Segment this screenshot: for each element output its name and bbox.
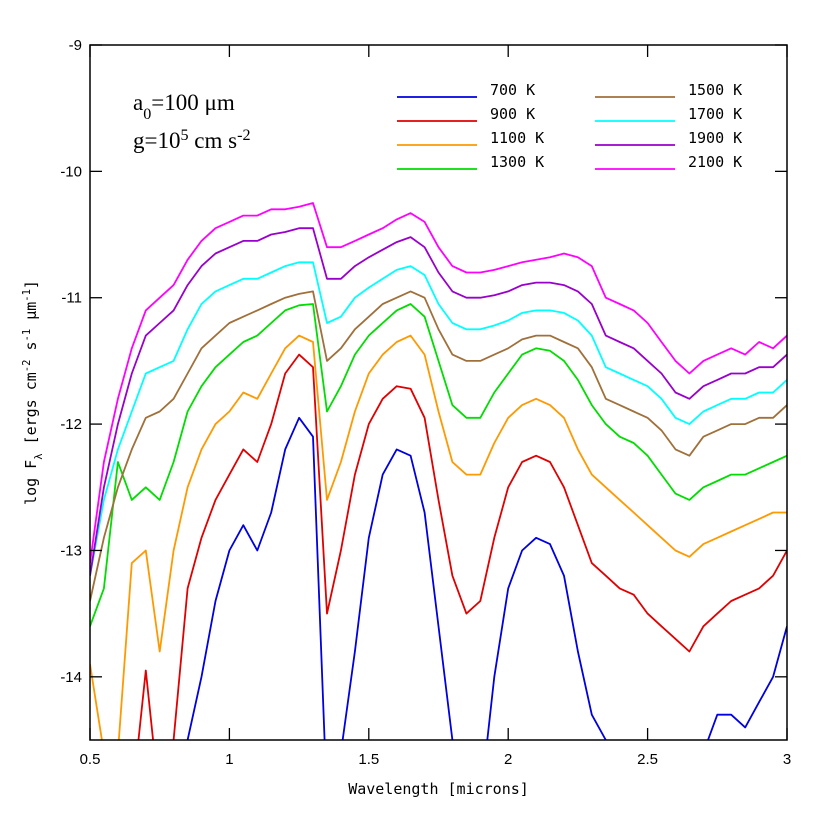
series-line: [90, 261, 787, 576]
text-part: s: [22, 341, 40, 359]
text-part: log F: [22, 460, 40, 505]
series-line: [186, 416, 787, 740]
series-line: [90, 227, 787, 576]
y-tick-label: -13: [60, 542, 82, 559]
legend-label: 1100 K: [490, 129, 544, 147]
text-part: 5: [180, 127, 188, 144]
y-tick-label: -11: [61, 290, 82, 307]
text-part: -1: [21, 329, 33, 342]
series-line: [90, 303, 787, 627]
plot-lines: [90, 202, 787, 740]
annotation: a0=100 μm: [133, 90, 235, 123]
x-tick-label: 2: [504, 751, 512, 768]
text-part: =100 μm: [151, 90, 235, 115]
text-part: 0: [143, 106, 151, 123]
series-line: [137, 353, 787, 740]
legend-label: 2100 K: [688, 153, 742, 171]
text-part: -2: [237, 127, 250, 144]
legend-label: 1500 K: [688, 81, 742, 99]
y-tick-label: -9: [69, 37, 82, 54]
legend-label: 1900 K: [688, 129, 742, 147]
legend-label: 1700 K: [688, 105, 742, 123]
annotation: g=105 cm s-2: [133, 127, 251, 154]
y-tick-label: -14: [60, 669, 82, 686]
x-tick-label: 0.5: [80, 751, 101, 768]
legend-label: 1300 K: [490, 153, 544, 171]
plot-frame: [89, 44, 788, 741]
x-tick-label: 1.5: [358, 751, 379, 768]
x-tick-label: 3: [783, 751, 791, 768]
series-line: [90, 202, 787, 564]
y-tick-label: -10: [60, 163, 82, 180]
y-tick-label: -12: [60, 416, 82, 433]
text-part: -2: [21, 360, 33, 373]
x-tick-label: 2.5: [637, 751, 658, 768]
text-part: ]: [22, 280, 40, 289]
text-part: a: [133, 90, 143, 115]
legend-label: 900 K: [490, 105, 535, 123]
text-part: μm: [22, 302, 40, 329]
text-part: λ: [33, 453, 45, 459]
text-part: g=10: [133, 128, 180, 153]
text-part: -1: [21, 289, 33, 302]
x-tick-label: 1: [225, 751, 233, 768]
legend-label: 700 K: [490, 81, 535, 99]
series-line: [90, 290, 787, 602]
y-axis-label: log Fλ [ergs cm-2 s-1 μm-1]: [21, 280, 45, 505]
series-line: [90, 334, 787, 740]
x-axis-label: Wavelength [microns]: [348, 780, 529, 798]
text-part: cm s: [189, 128, 238, 153]
text-part: [ergs cm: [22, 372, 40, 453]
